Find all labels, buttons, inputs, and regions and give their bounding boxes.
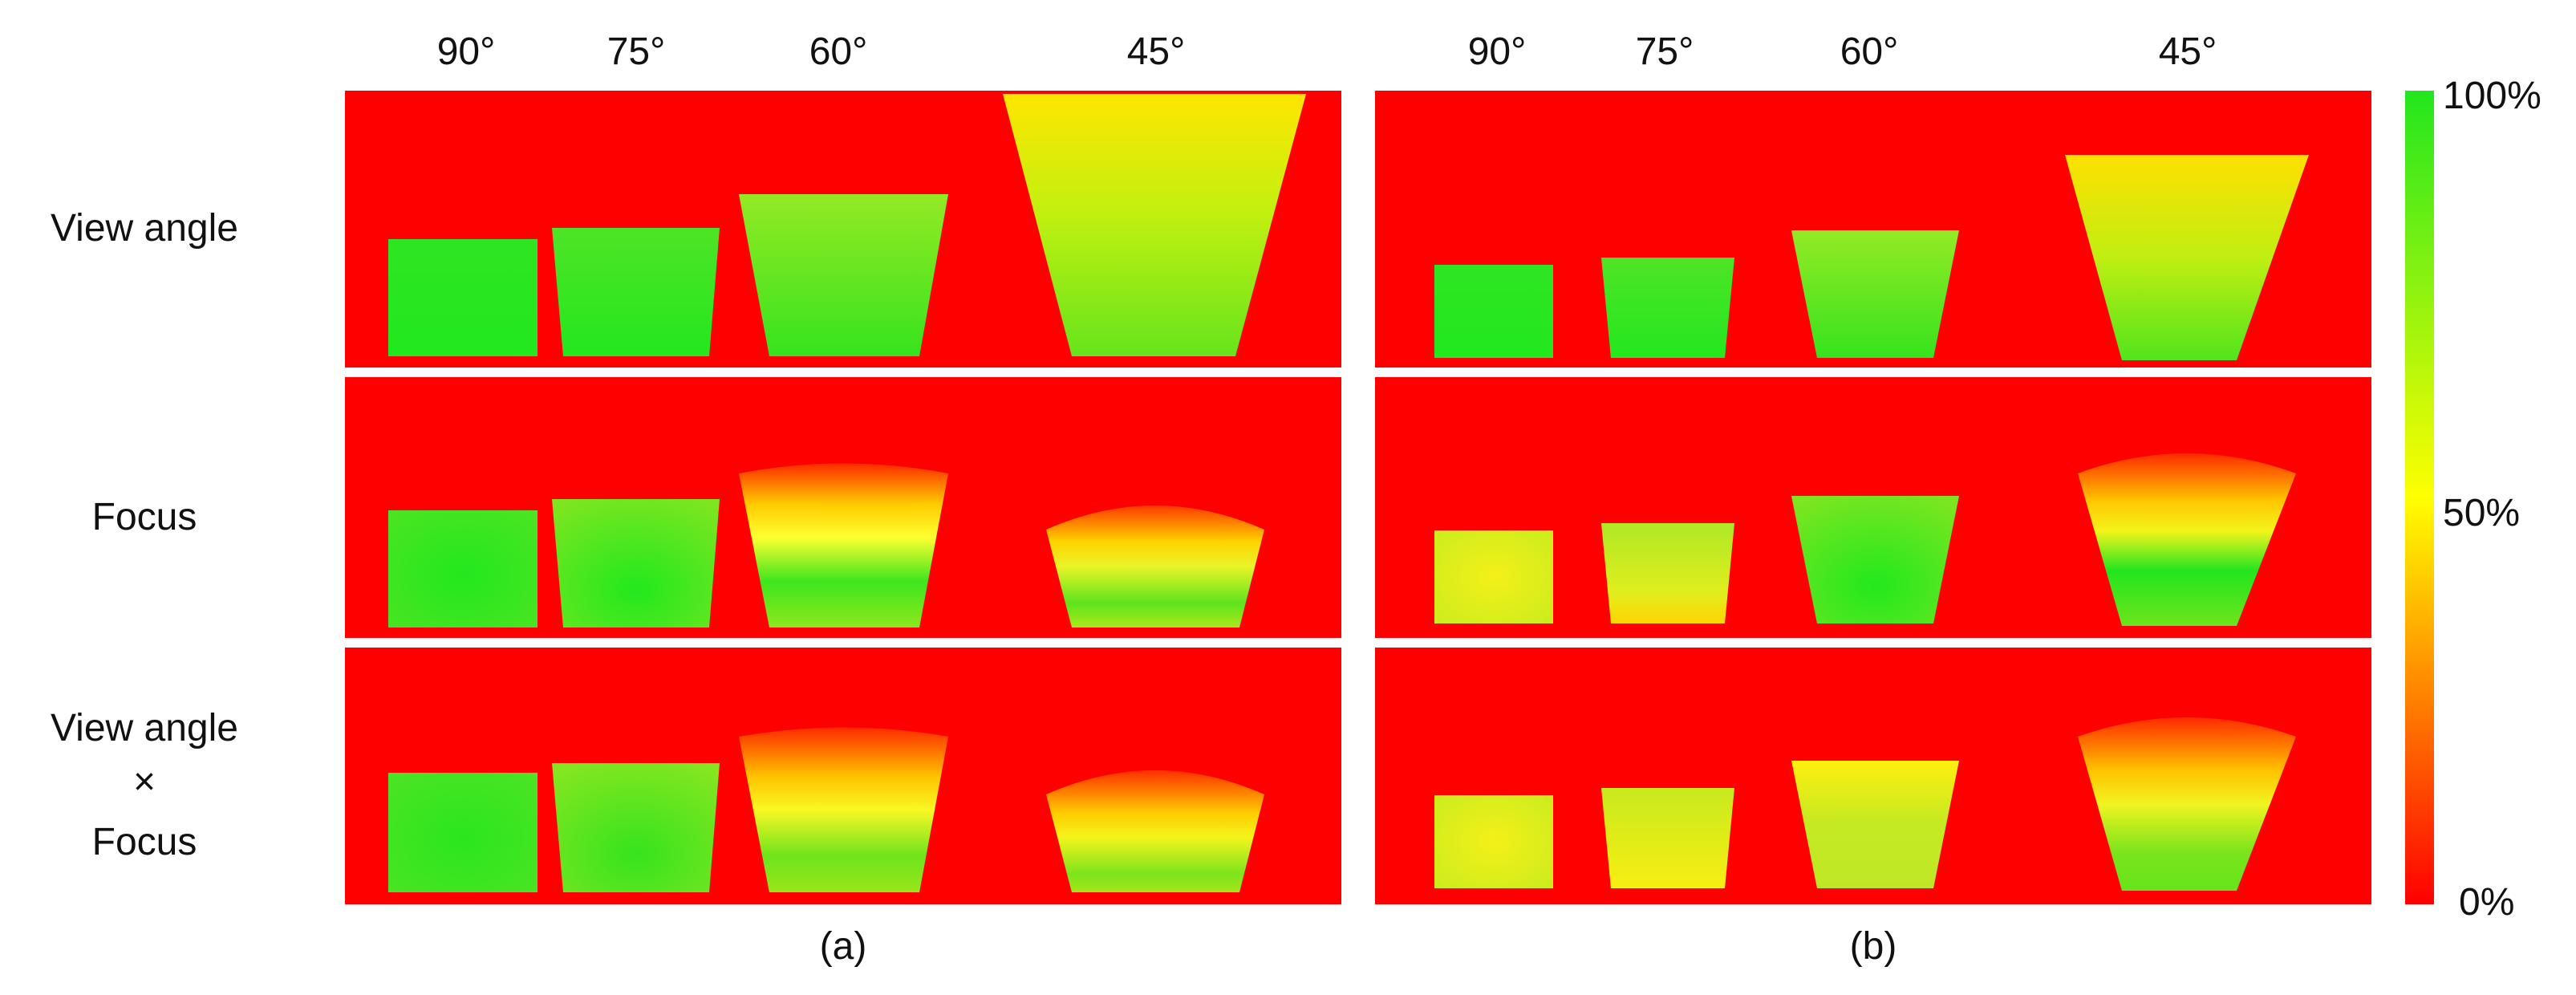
col-header-b-45: 45° bbox=[2159, 30, 2217, 73]
row-label-view-angle: View angle bbox=[51, 207, 238, 250]
b-focus-45-map bbox=[2078, 453, 2296, 626]
b-view-angle-60-map bbox=[1791, 230, 1959, 358]
a-view-angle-45-map bbox=[1003, 94, 1306, 356]
a-combined-75-map bbox=[552, 763, 720, 892]
b-combined-45-map bbox=[2078, 717, 2296, 891]
b-focus-90-map bbox=[1434, 530, 1553, 623]
col-header-a-60: 60° bbox=[809, 30, 868, 73]
a-view-angle-90-map bbox=[388, 239, 538, 356]
colorbar-max-label: 100% bbox=[2443, 75, 2542, 117]
b-view-angle-45-map bbox=[2065, 155, 2309, 360]
a-view-angle-75-map bbox=[552, 228, 720, 356]
a-view-angle-60-map bbox=[739, 194, 948, 356]
b-combined-75-map bbox=[1601, 788, 1734, 888]
colorbar-min-label: 0% bbox=[2459, 881, 2514, 924]
col-header-b-75: 75° bbox=[1636, 30, 1694, 73]
col-header-a-45: 45° bbox=[1127, 30, 1186, 73]
a-combined-45-map bbox=[1046, 770, 1264, 892]
a-focus-75-map bbox=[552, 499, 720, 627]
b-focus-60-map bbox=[1791, 496, 1959, 623]
panel-label-b: (b) bbox=[1850, 925, 1897, 968]
a-focus-90-map bbox=[388, 510, 538, 627]
row-label-combined-3: Focus bbox=[92, 821, 197, 863]
b-combined-90-map bbox=[1434, 795, 1553, 888]
col-header-b-60: 60° bbox=[1840, 30, 1899, 73]
a-focus-60-map bbox=[739, 463, 948, 627]
col-header-a-75: 75° bbox=[607, 30, 666, 73]
a-combined-60-map bbox=[739, 727, 948, 892]
a-combined-90-map bbox=[388, 773, 538, 892]
colorbar-mid-label: 50% bbox=[2443, 492, 2520, 534]
row-label-focus: Focus bbox=[92, 496, 197, 538]
col-header-b-90: 90° bbox=[1468, 30, 1527, 73]
b-view-angle-75-map bbox=[1601, 258, 1734, 358]
b-combined-60-map bbox=[1791, 761, 1959, 888]
col-header-a-90: 90° bbox=[437, 30, 496, 73]
panel-label-a: (a) bbox=[820, 925, 867, 968]
row-label-combined-2: × bbox=[133, 761, 156, 803]
colorbar bbox=[2405, 91, 2434, 904]
row-label-combined-1: View angle bbox=[51, 707, 238, 749]
b-view-angle-90-map bbox=[1434, 265, 1553, 358]
b-focus-75-map bbox=[1601, 523, 1734, 623]
a-focus-45-map bbox=[1046, 506, 1264, 627]
